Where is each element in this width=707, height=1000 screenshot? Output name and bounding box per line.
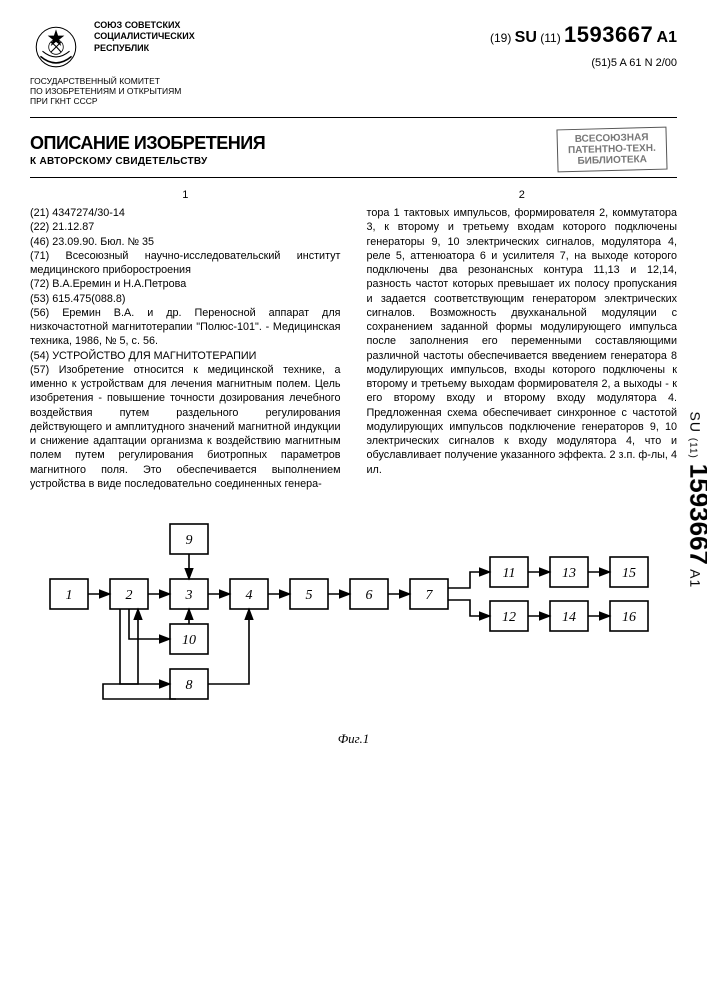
svg-text:9: 9 — [186, 533, 193, 548]
su-prefix-19: (19) — [490, 31, 511, 45]
biblio-57-abstract: (57) Изобретение относится к медицинской… — [30, 363, 341, 491]
figure-label: Фиг.1 — [30, 730, 677, 748]
document-title: ОПИСАНИЕ ИЗОБРЕТЕНИЯ — [30, 131, 265, 155]
divider-top — [30, 117, 677, 118]
patent-number: 1593667 — [564, 22, 653, 47]
biblio-56: (56) Еремин В.А. и др. Переносной аппара… — [30, 306, 341, 349]
svg-text:1: 1 — [66, 588, 73, 603]
col2-number: 2 — [367, 188, 678, 203]
biblio-21: (21) 4347274/30-14 — [30, 206, 341, 220]
svg-text:16: 16 — [622, 610, 636, 625]
ussr-emblem-icon — [30, 20, 82, 72]
svg-text:13: 13 — [562, 566, 576, 581]
patent-suffix: A1 — [657, 29, 677, 46]
svg-text:8: 8 — [186, 678, 193, 693]
side-patent-label: SU (11) 1593667 A1 — [681, 411, 707, 588]
side-number: 1593667 — [685, 464, 707, 565]
svg-text:5: 5 — [306, 588, 313, 603]
column-2: 2 тора 1 тактовых импульсов, формировате… — [367, 188, 678, 492]
col2-text: тора 1 тактовых импульсов, формирователя… — [367, 206, 678, 477]
svg-text:15: 15 — [622, 566, 636, 581]
biblio-71: (71) Всесоюзный научно-исследовательский… — [30, 249, 341, 278]
divider-mid — [30, 177, 677, 178]
ipc-class: (51)5 A 61 N 2/00 — [490, 56, 677, 71]
republic-label: СОЮЗ СОВЕТСКИХ СОЦИАЛИСТИЧЕСКИХ РЕСПУБЛИ… — [94, 20, 478, 54]
patent-id-block: (19) SU (11) 1593667 A1 (51)5 A 61 N 2/0… — [490, 20, 677, 71]
su-label: SU — [515, 29, 537, 46]
text-columns: 1 (21) 4347274/30-14 (22) 21.12.87 (46) … — [30, 188, 677, 492]
title-row: ОПИСАНИЕ ИЗОБРЕТЕНИЯ К АВТОРСКОМУ СВИДЕТ… — [30, 128, 677, 171]
column-1: 1 (21) 4347274/30-14 (22) 21.12.87 (46) … — [30, 188, 341, 492]
class-prefix: (51)5 — [591, 57, 617, 69]
biblio-54: (54) УСТРОЙСТВО ДЛЯ МАГНИТОТЕРАПИИ — [30, 349, 341, 363]
side-mid: (11) — [688, 438, 699, 459]
svg-text:2: 2 — [126, 588, 133, 603]
header-top-row: СОЮЗ СОВЕТСКИХ СОЦИАЛИСТИЧЕСКИХ РЕСПУБЛИ… — [30, 20, 677, 72]
svg-text:11: 11 — [503, 566, 516, 581]
col1-number: 1 — [30, 188, 341, 203]
diagram-svg: 12345679108111213141516 — [30, 509, 670, 719]
biblio-46: (46) 23.09.90. Бюл. № 35 — [30, 235, 341, 249]
svg-text:4: 4 — [246, 588, 253, 603]
document-subtitle: К АВТОРСКОМУ СВИДЕТЕЛЬСТВУ — [30, 155, 265, 169]
svg-text:7: 7 — [426, 588, 434, 603]
side-suffix: A1 — [688, 569, 704, 588]
committee-label: ГОСУДАРСТВЕННЫЙ КОМИТЕТ ПО ИЗОБРЕТЕНИЯМ … — [30, 76, 677, 107]
svg-text:14: 14 — [562, 610, 576, 625]
side-su: SU — [688, 411, 704, 432]
class-code-value: A 61 N 2/00 — [620, 57, 678, 69]
block-diagram: 12345679108111213141516 Фиг.1 — [30, 509, 677, 747]
library-stamp: ВСЕСОЮЗНАЯ ПАТЕНТНО-ТЕХН. БИБЛИОТЕКА — [557, 126, 668, 172]
su-mid-11: (11) — [540, 31, 560, 45]
biblio-22: (22) 21.12.87 — [30, 220, 341, 234]
svg-text:12: 12 — [502, 610, 516, 625]
biblio-72: (72) В.А.Еремин и Н.А.Петрова — [30, 277, 341, 291]
biblio-53: (53) 615.475(088.8) — [30, 292, 341, 306]
svg-text:6: 6 — [366, 588, 373, 603]
stamp-line3: БИБЛИОТЕКА — [568, 153, 656, 166]
svg-text:10: 10 — [182, 633, 196, 648]
svg-text:3: 3 — [185, 588, 193, 603]
